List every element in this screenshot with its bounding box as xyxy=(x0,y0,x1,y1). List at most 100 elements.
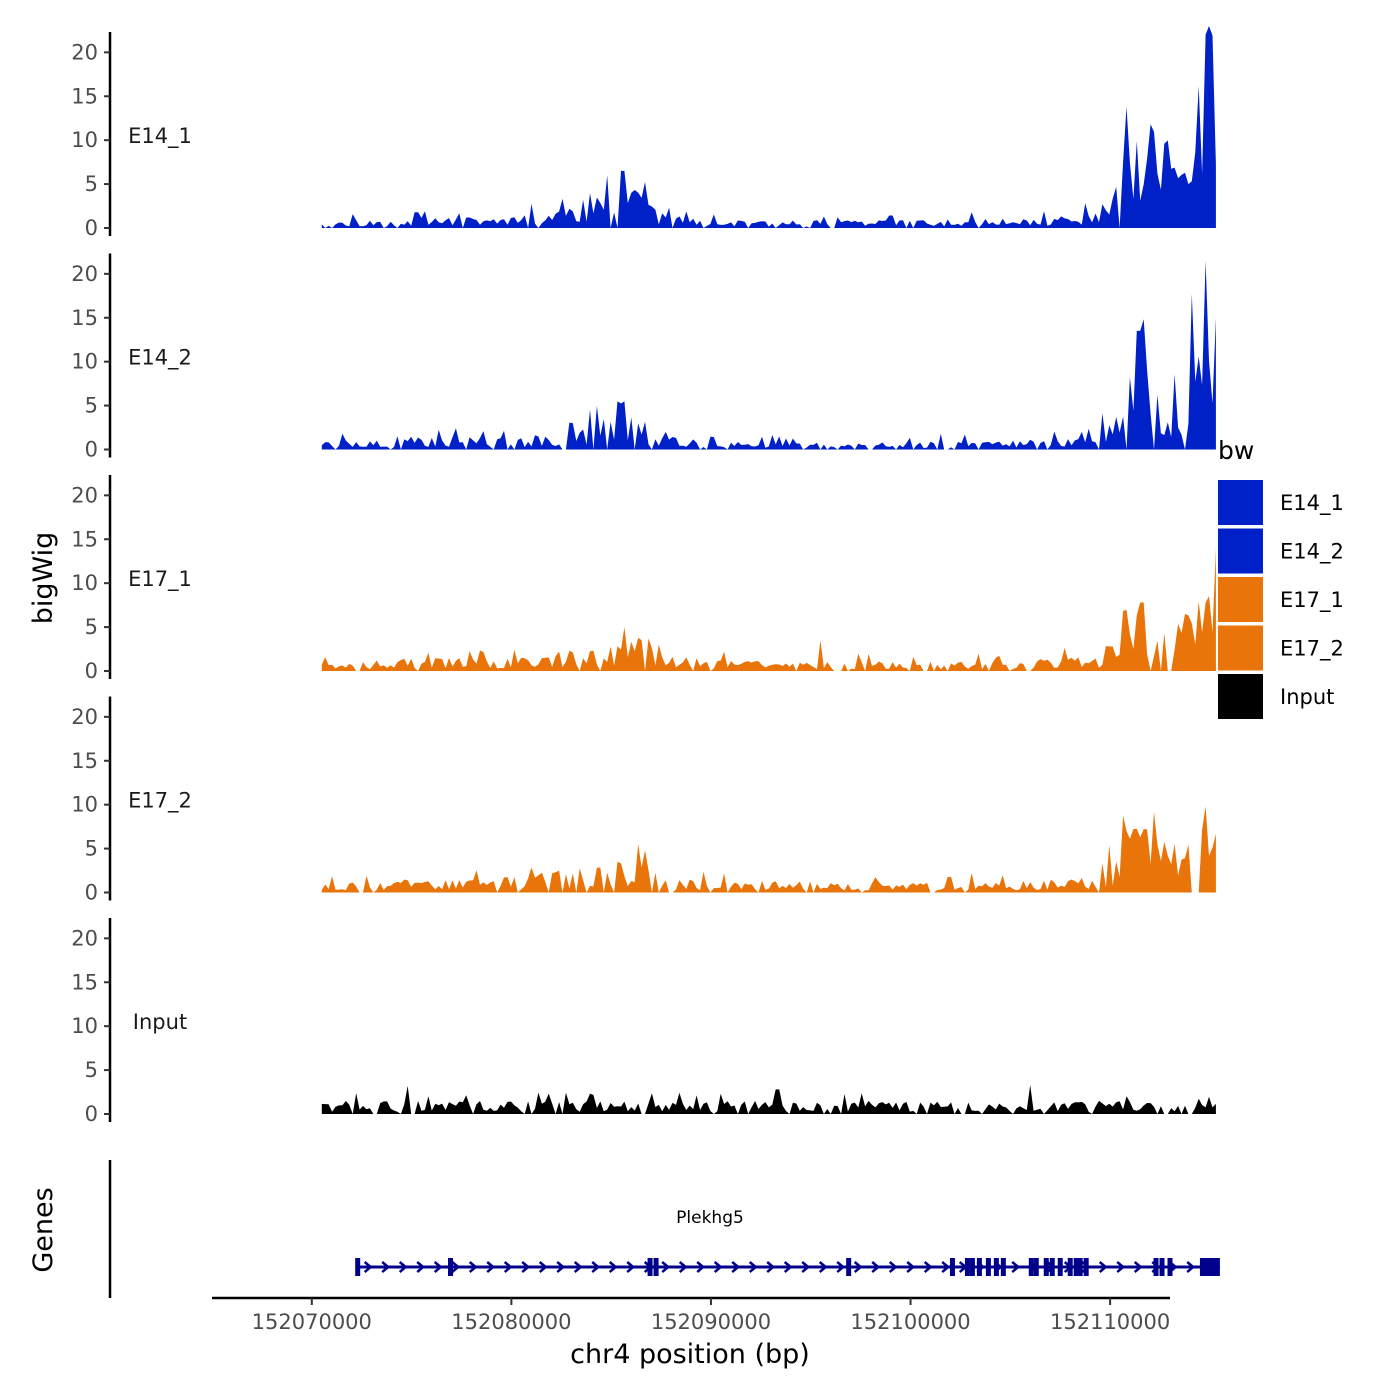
exon-block xyxy=(1199,1258,1220,1276)
y-tick-label: 0 xyxy=(85,881,98,905)
y-tick-label: 5 xyxy=(85,615,98,639)
x-axis: 152070000 152080000 152090000 152100000 1521… xyxy=(212,1296,1170,1334)
strand-arrow xyxy=(363,1261,373,1273)
exon xyxy=(1077,1258,1083,1276)
x-tick-label: 152070000 xyxy=(252,1310,372,1334)
y-tick-label: 15 xyxy=(71,749,98,773)
track-label: Input xyxy=(133,1010,187,1034)
strand-arrow xyxy=(801,1261,811,1273)
strand-arrow xyxy=(521,1261,531,1273)
y-tick-label: 20 xyxy=(71,262,98,286)
strand-arrow xyxy=(538,1261,548,1273)
exon xyxy=(1153,1258,1159,1276)
exon xyxy=(355,1258,361,1276)
y-tick-label: 5 xyxy=(85,837,98,861)
coverage-area-Input xyxy=(321,1085,1216,1114)
strand-arrow xyxy=(433,1261,443,1273)
exon xyxy=(1043,1258,1049,1276)
y-tick-label: 5 xyxy=(85,1058,98,1082)
strand-arrow xyxy=(1116,1261,1126,1273)
y-tick-label: 15 xyxy=(71,970,98,994)
x-tick-label: 152080000 xyxy=(451,1310,571,1334)
legend-swatch xyxy=(1218,577,1263,622)
genes-track-title: Genes xyxy=(28,1187,59,1272)
strand-arrow xyxy=(818,1261,828,1273)
strand-arrow xyxy=(1186,1261,1196,1273)
exon xyxy=(993,1258,999,1276)
y-tick-label: 0 xyxy=(85,1102,98,1126)
y-tick-label: 15 xyxy=(71,306,98,330)
strand-arrow xyxy=(468,1261,478,1273)
strand-arrow xyxy=(748,1261,758,1273)
strand-arrow xyxy=(888,1261,898,1273)
x-tick-label: 152100000 xyxy=(850,1310,970,1334)
y-tick-label: 0 xyxy=(85,438,98,462)
legend-label: E14_2 xyxy=(1280,540,1344,565)
legend-title: bw xyxy=(1218,436,1254,465)
strand-arrow xyxy=(503,1261,513,1273)
strand-arrow xyxy=(906,1261,916,1273)
y-tick-label: 20 xyxy=(71,40,98,64)
exon xyxy=(976,1258,982,1276)
coverage-area-E17_1 xyxy=(321,548,1216,671)
exon xyxy=(1057,1258,1063,1276)
exon xyxy=(1083,1258,1089,1276)
track-Input: 0 5 10 15 20 Input xyxy=(71,918,1216,1126)
track-E17_2: 0 5 10 15 20 E17_2 xyxy=(71,696,1216,905)
strand-arrow xyxy=(766,1261,776,1273)
track-E14_1: 0 5 10 15 20 E14_1 xyxy=(71,26,1216,240)
y-tick-label: 10 xyxy=(71,793,98,817)
exon xyxy=(1159,1258,1165,1276)
strand-arrow xyxy=(416,1261,426,1273)
coverage-area-E17_2 xyxy=(321,806,1216,893)
x-tick-label: 152090000 xyxy=(651,1310,771,1334)
y-tick-label: 15 xyxy=(71,527,98,551)
legend: bw E14_1 E14_2 E17_1 E17_2 Input xyxy=(1218,436,1344,719)
y-tick-label: 5 xyxy=(85,394,98,418)
strand-arrow xyxy=(871,1261,881,1273)
y-tick-label: 0 xyxy=(85,659,98,683)
y-tick-label: 0 xyxy=(85,216,98,240)
exon xyxy=(846,1258,852,1276)
exon xyxy=(1000,1258,1006,1276)
legend-label: Input xyxy=(1280,685,1334,709)
legend-swatch xyxy=(1218,480,1263,525)
y-tick-label: 10 xyxy=(71,1014,98,1038)
strand-arrow xyxy=(836,1261,846,1273)
strand-arrow xyxy=(783,1261,793,1273)
strand-arrow xyxy=(608,1261,618,1273)
strand-arrow xyxy=(678,1261,688,1273)
strand-arrow xyxy=(853,1261,863,1273)
y-tick-label: 5 xyxy=(85,172,98,196)
y-tick-label: 20 xyxy=(71,705,98,729)
y-tick-label: 15 xyxy=(71,84,98,108)
y-tick-label: 20 xyxy=(71,483,98,507)
coverage-area-E14_1 xyxy=(321,26,1216,228)
exon xyxy=(1049,1258,1055,1276)
legend-swatch xyxy=(1218,625,1263,671)
strand-arrow xyxy=(451,1261,461,1273)
y-tick-label: 10 xyxy=(71,350,98,374)
exon xyxy=(969,1258,975,1276)
coverage-area-E14_2 xyxy=(321,260,1216,450)
exon xyxy=(1033,1258,1039,1276)
coverage-tracks: 05101520E14_105101520E14_205101520E17_10… xyxy=(71,26,1216,1126)
y-axis-title: bigWig xyxy=(28,532,59,625)
legend-swatch xyxy=(1218,528,1263,574)
strand-arrow xyxy=(713,1261,723,1273)
exon xyxy=(964,1258,970,1276)
strand-arrow xyxy=(1098,1261,1108,1273)
strand-arrow xyxy=(591,1261,601,1273)
strand-arrow xyxy=(626,1261,636,1273)
exon xyxy=(1028,1258,1034,1276)
strand-arrow xyxy=(398,1261,408,1273)
strand-arrow xyxy=(731,1261,741,1273)
track-label: E14_1 xyxy=(128,124,192,149)
strand-arrow xyxy=(573,1261,583,1273)
strand-arrow xyxy=(1133,1261,1143,1273)
y-tick-label: 20 xyxy=(71,926,98,950)
track-label: E17_2 xyxy=(128,788,192,813)
strand-arrow xyxy=(661,1261,671,1273)
exon xyxy=(949,1258,955,1276)
